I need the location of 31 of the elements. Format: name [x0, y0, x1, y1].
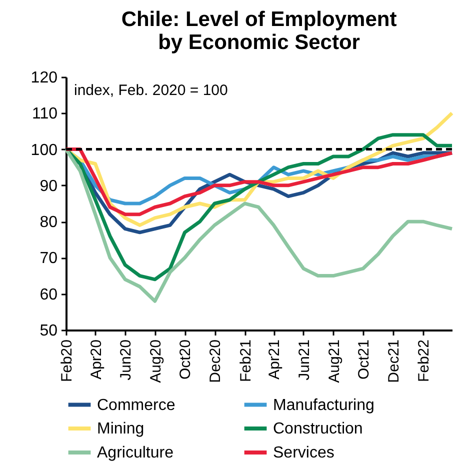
x-tick-label: Oct21	[356, 340, 373, 380]
annotation: index, Feb. 2020 = 100	[74, 82, 228, 99]
x-tick-label: Aug20	[147, 340, 164, 383]
y-tick-label: 90	[40, 178, 58, 195]
x-tick-label: Jun20	[118, 340, 135, 380]
x-tick-label: Feb22	[416, 340, 433, 382]
x-tick-label: Dec21	[385, 340, 402, 383]
legend-label: Services	[273, 444, 334, 462]
y-tick-label: 110	[32, 106, 58, 123]
x-tick-label: Aug21	[326, 340, 343, 383]
line-series	[64, 148, 454, 216]
line-series	[64, 148, 454, 303]
y-tick-label: 70	[40, 250, 58, 268]
legend-label: Construction	[273, 420, 363, 438]
x-tick-label: Feb20	[58, 340, 76, 382]
y-tick-label: 80	[40, 214, 58, 232]
legend-label: Commerce	[97, 396, 176, 414]
x-tick-label: Apr21	[266, 340, 284, 380]
legend-label: Manufacturing	[273, 396, 374, 414]
legend-label: Mining	[97, 420, 144, 438]
y-tick-label: 100	[30, 142, 58, 159]
legend-label: Agriculture	[97, 444, 174, 462]
x-tick-label: Dec20	[207, 340, 224, 383]
chart-title: Chile: Level of Employment by Economic Sector	[121, 8, 397, 54]
x-tick-label: Apr20	[88, 340, 105, 380]
y-tick-label: 60	[40, 286, 58, 304]
x-tick-label: Jun21	[296, 340, 313, 380]
x-tick-label: Feb21	[237, 340, 254, 382]
y-tick-label: 50	[40, 322, 58, 340]
x-tick-label: Oct20	[177, 340, 194, 380]
y-tick-label: 120	[30, 70, 58, 86]
